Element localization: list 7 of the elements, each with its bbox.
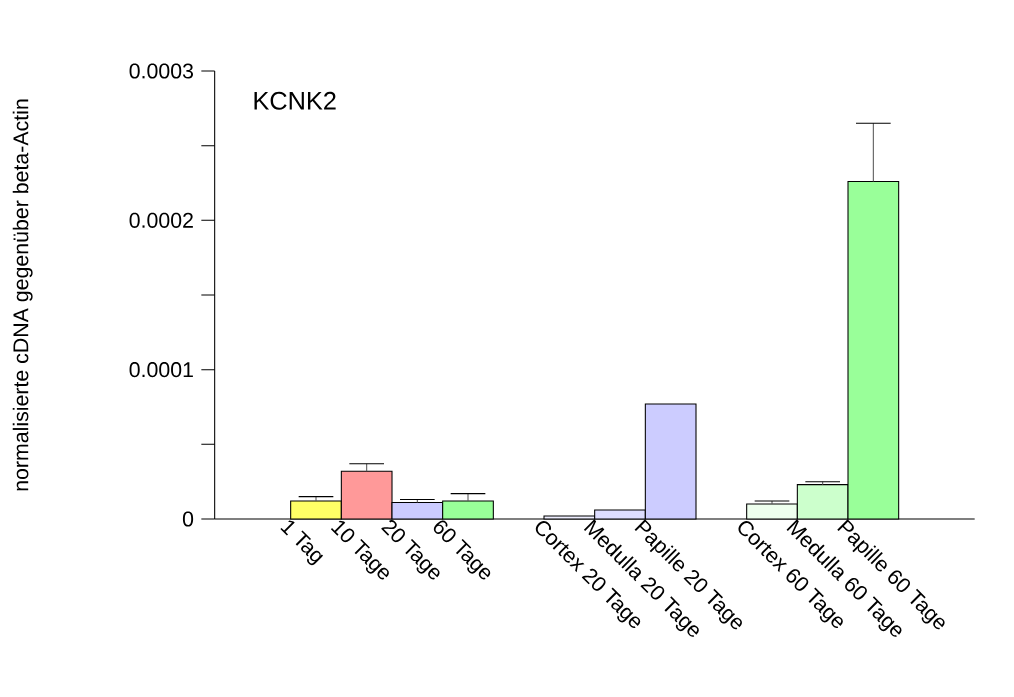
y-tick-label: 0.0003 (129, 63, 193, 79)
annotation: KCNK2 (254, 91, 336, 110)
y-tick-label: 0 (182, 511, 194, 527)
y-tick-label: 0.0002 (129, 212, 193, 228)
y-axis-title: normalisierte cDNA gegenüber beta-Actin (12, 99, 33, 491)
y-tick-label: 0.0001 (129, 362, 193, 378)
x-tick-label: 1 Tag (280, 520, 324, 566)
